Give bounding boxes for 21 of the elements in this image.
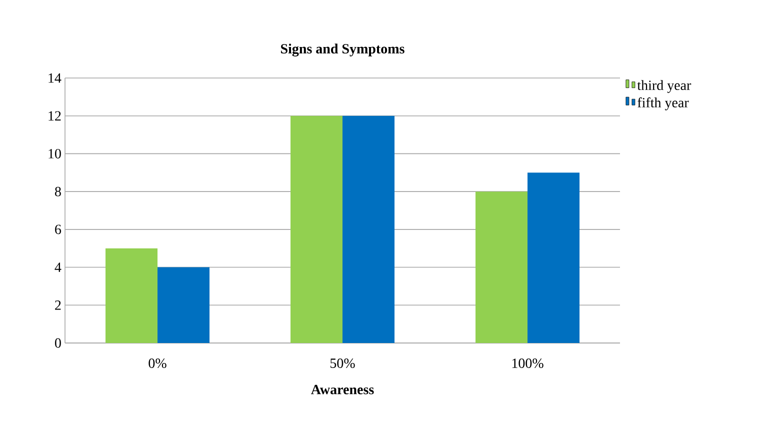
- bar: [528, 172, 580, 343]
- y-tick-label: 4: [54, 262, 62, 272]
- bar: [342, 116, 395, 343]
- y-tick-label: 14: [48, 73, 62, 83]
- y-tick-label: 8: [55, 186, 61, 196]
- y-tick-label: 12: [48, 111, 61, 120]
- y-tick-label: 10: [48, 148, 61, 158]
- x-tick-label: 50%: [330, 358, 355, 368]
- x-tick-label: 100%: [512, 358, 544, 368]
- y-tick-label: 2: [55, 300, 61, 310]
- y-tick-label: 0: [55, 338, 61, 348]
- x-tick-label: 0%: [148, 358, 166, 368]
- y-tick-label: 6: [55, 224, 62, 234]
- chart-title: Signs and Symptoms: [281, 44, 404, 56]
- x-axis-title: Awareness: [311, 384, 374, 394]
- bar: [290, 116, 343, 343]
- bar: [106, 248, 158, 343]
- bar: [158, 267, 210, 343]
- legend-label: third year: [637, 80, 692, 93]
- bar: [476, 192, 528, 343]
- legend-label: fifth year: [638, 97, 689, 110]
